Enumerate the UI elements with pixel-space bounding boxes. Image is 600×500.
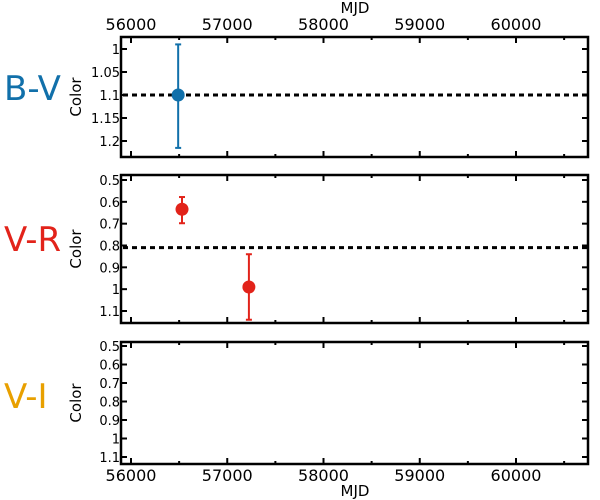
y-tick-label: 0.6	[99, 196, 120, 211]
y-tick-label: 1.1	[99, 89, 120, 104]
data-point	[171, 43, 185, 149]
y-tick-label: 0.8	[99, 396, 120, 411]
panel-label-v-i: V-I	[4, 377, 48, 417]
x-axis-title-bottom: MJD	[341, 482, 370, 500]
x-tick-label: 59000	[394, 15, 445, 34]
x-tick-label: 60000	[491, 466, 542, 485]
y-axis-title: Color	[67, 77, 85, 117]
y-tick-label: 1.1	[99, 451, 120, 466]
y-tick-label: 0.6	[99, 359, 120, 374]
y-tick-label: 1.1	[99, 305, 120, 320]
y-tick-label: 1.15	[91, 112, 120, 127]
y-tick-label: 0.9	[99, 261, 120, 276]
x-tick-label: 57000	[202, 466, 253, 485]
plot-frame	[119, 35, 590, 159]
y-tick-label: 0.7	[99, 377, 120, 392]
x-tick-label: 57000	[202, 15, 253, 34]
panel-label-v-r: V-R	[4, 220, 62, 260]
x-axis-title-top: MJD	[341, 0, 370, 17]
y-tick-label: 1.05	[91, 66, 120, 81]
y-tick-label: 0.7	[99, 218, 120, 233]
x-tick-label: 60000	[491, 15, 542, 34]
y-tick-label: 0.5	[99, 340, 120, 355]
y-tick-label: 0.8	[99, 240, 120, 255]
x-tick-label: 58000	[298, 15, 349, 34]
y-axis-title: Color	[67, 229, 85, 269]
x-tick-label: 58000	[298, 466, 349, 485]
panel-v-r: 0.5 0.6 0.7 0.8 0.9 1 1.1 Color	[67, 173, 590, 325]
y-tick-label: 1	[112, 433, 120, 448]
x-tick-label: 56000	[106, 15, 157, 34]
y-tick-label: 1	[112, 283, 120, 298]
panel-label-b-v: B-V	[4, 69, 61, 109]
panel-b-v: 1 1.05 1.1 1.15 1.2 Color 56000 57000 58000 59000…	[67, 0, 590, 159]
x-tick-label: 59000	[394, 466, 445, 485]
data-point	[242, 253, 256, 321]
y-tick-label: 1	[112, 43, 120, 58]
y-tick-label: 1.2	[99, 135, 120, 150]
y-axis-title: Color	[67, 383, 85, 423]
plot-frame	[119, 173, 590, 325]
y-tick-label: 0.5	[99, 174, 120, 189]
x-tick-label: 56000	[106, 466, 157, 485]
plot-frame	[119, 340, 590, 466]
data-point	[175, 196, 189, 225]
y-tick-label: 0.9	[99, 414, 120, 429]
panel-v-i: 0.5 0.6 0.7 0.8 0.9 1 1.1 Color 56000 57000 58000 5…	[67, 340, 590, 500]
